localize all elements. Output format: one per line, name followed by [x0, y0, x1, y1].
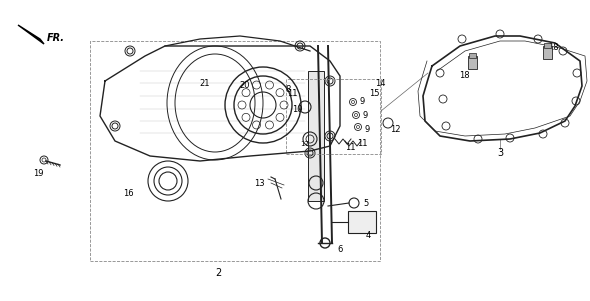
Text: 14: 14: [375, 79, 385, 88]
Text: FR.: FR.: [47, 33, 65, 43]
Bar: [286, 79, 381, 154]
Text: 9: 9: [365, 125, 369, 134]
Bar: [308, 71, 324, 201]
Text: 11: 11: [287, 89, 297, 98]
Text: 19: 19: [33, 169, 43, 178]
Text: 18: 18: [548, 44, 558, 52]
Bar: [469, 53, 476, 58]
Text: 9: 9: [362, 111, 368, 120]
Text: 5: 5: [363, 198, 369, 207]
Bar: [468, 56, 477, 69]
Text: 4: 4: [365, 231, 371, 240]
Text: 21: 21: [200, 79, 210, 88]
Text: 8: 8: [286, 85, 291, 94]
Text: 13: 13: [254, 178, 265, 188]
Text: 20: 20: [240, 82, 250, 91]
Bar: [543, 46, 552, 59]
Text: 6: 6: [337, 244, 343, 253]
Polygon shape: [18, 25, 44, 44]
Text: 2: 2: [215, 268, 221, 278]
Bar: [90, 41, 380, 261]
Text: 18: 18: [458, 72, 469, 80]
Bar: [544, 43, 551, 48]
Text: 15: 15: [369, 88, 379, 98]
Text: 12: 12: [390, 125, 400, 134]
Text: 16: 16: [123, 188, 133, 197]
Text: 3: 3: [497, 148, 503, 158]
Bar: [348, 211, 376, 233]
Text: 10: 10: [291, 104, 302, 113]
Text: 11: 11: [345, 144, 355, 153]
Text: 17: 17: [300, 141, 310, 147]
Text: 11: 11: [357, 138, 367, 147]
Text: 9: 9: [359, 98, 365, 107]
